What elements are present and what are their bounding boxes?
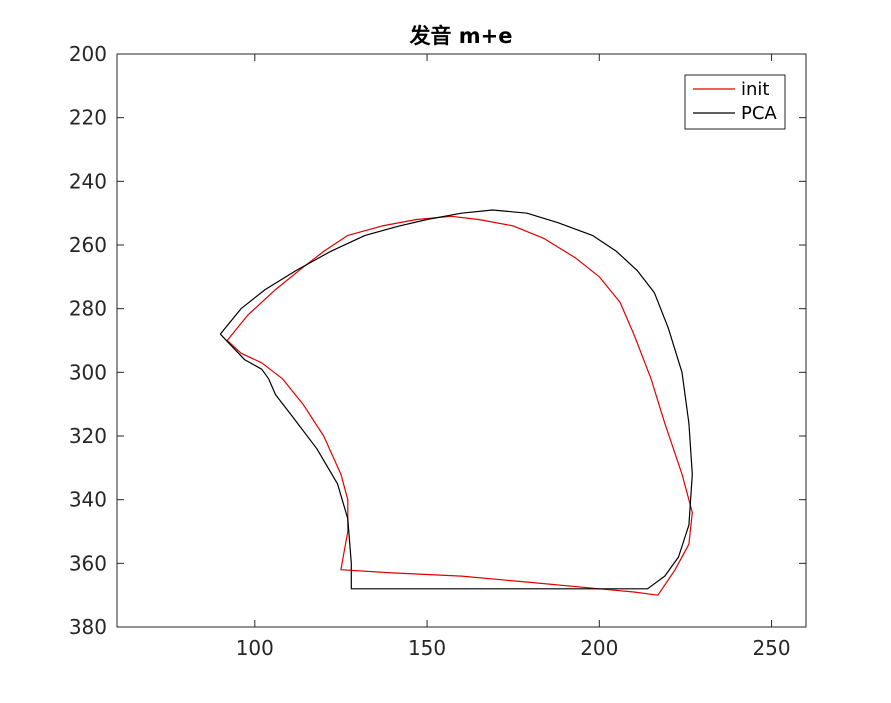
chart-title: 发音 m+e (408, 24, 512, 48)
y-tick-label: 240 (69, 169, 107, 193)
plot-area (116, 53, 807, 628)
y-tick-label: 280 (69, 297, 107, 321)
y-tick-label: 340 (69, 488, 107, 512)
y-tick-label: 300 (69, 360, 107, 384)
y-tick-label: 320 (69, 424, 107, 448)
y-tick-label: 260 (69, 233, 107, 257)
x-tick-label: 200 (580, 636, 618, 660)
legend: init PCA (684, 74, 786, 130)
legend-box (684, 74, 786, 130)
series-line-init (226, 215, 693, 596)
y-tick-label: 220 (69, 106, 107, 130)
series-line-pca (219, 209, 693, 590)
series-layer (219, 209, 693, 596)
x-axis-ticks: 100 150 200 250 (236, 54, 791, 660)
y-tick-label: 360 (69, 551, 107, 575)
y-axis-ticks: 200 220 240 260 280 300 320 340 360 380 (69, 42, 806, 639)
y-tick-label: 200 (69, 42, 107, 66)
legend-label: init (741, 79, 769, 100)
axes: 100 150 200 250 200 220 240 260 280 300 320 340 360… (69, 42, 807, 660)
x-tick-label: 100 (236, 636, 274, 660)
x-tick-label: 150 (408, 636, 446, 660)
y-tick-label: 380 (69, 615, 107, 639)
x-tick-label: 250 (752, 636, 790, 660)
legend-label: PCA (741, 103, 777, 124)
